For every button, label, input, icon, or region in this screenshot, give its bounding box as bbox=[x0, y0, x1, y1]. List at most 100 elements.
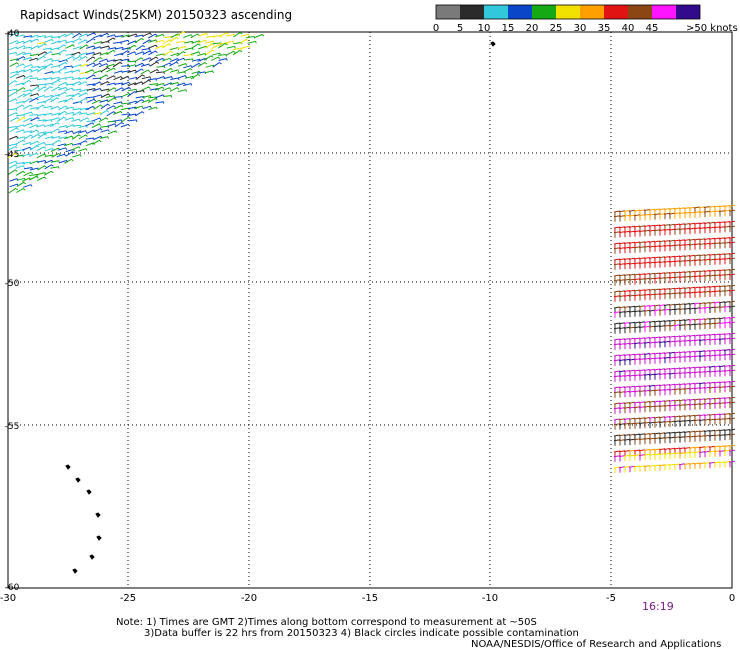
wind-barb bbox=[29, 38, 40, 43]
x-tick-label: -25 bbox=[120, 593, 136, 604]
legend-label: >50 knots bbox=[686, 23, 738, 34]
wind-barb bbox=[233, 32, 243, 38]
wind-barb bbox=[113, 76, 123, 81]
note-line-1: Note: 1) Times are GMT 2)Times along bot… bbox=[116, 617, 537, 628]
wind-barb bbox=[708, 354, 716, 362]
wind-barb bbox=[703, 370, 711, 378]
wind-barb bbox=[64, 65, 73, 69]
wind-barb bbox=[678, 244, 686, 251]
wind-barb bbox=[239, 38, 249, 45]
wind-barb bbox=[728, 369, 736, 377]
wind-barb bbox=[51, 71, 61, 74]
swath-time-label: 16:19 bbox=[642, 600, 674, 613]
legend-label: 35 bbox=[598, 23, 611, 34]
wind-barb bbox=[64, 117, 75, 121]
wind-barb bbox=[693, 371, 701, 378]
wind-barb bbox=[65, 111, 75, 115]
wind-barb bbox=[15, 129, 25, 134]
wind-barb bbox=[99, 110, 110, 116]
wind-barb bbox=[155, 57, 165, 63]
wind-barb bbox=[78, 112, 88, 115]
legend-label: 25 bbox=[550, 23, 563, 34]
wind-barb bbox=[182, 68, 193, 73]
wind-barb bbox=[683, 387, 691, 395]
wind-barb bbox=[718, 306, 726, 313]
wind-barb bbox=[16, 74, 26, 79]
wind-barb bbox=[162, 57, 172, 62]
wind-barb bbox=[71, 92, 81, 98]
wind-barb bbox=[85, 96, 95, 100]
wind-barb bbox=[225, 40, 235, 44]
wind-barb bbox=[718, 450, 726, 457]
wind-barb bbox=[648, 373, 656, 381]
wind-barb bbox=[633, 465, 641, 472]
wind-barb bbox=[107, 130, 118, 135]
wind-barb bbox=[713, 354, 721, 361]
wind-barb bbox=[613, 215, 621, 222]
wind-barb bbox=[72, 55, 82, 61]
wind-barb bbox=[703, 354, 711, 362]
island bbox=[75, 477, 81, 483]
wind-barb bbox=[72, 32, 82, 39]
wind-barb bbox=[121, 64, 131, 68]
wind-barb bbox=[204, 43, 215, 49]
y-tick-label: -55 bbox=[5, 422, 20, 432]
wind-barb bbox=[613, 247, 621, 254]
wind-barb bbox=[663, 212, 671, 220]
wind-barb bbox=[628, 230, 636, 238]
wind-barb bbox=[648, 437, 656, 445]
wind-barb bbox=[658, 229, 666, 236]
wind-barb bbox=[92, 81, 102, 87]
wind-barb bbox=[613, 231, 621, 238]
wind-barb bbox=[628, 214, 636, 222]
x-tick-label: -5 bbox=[606, 593, 616, 604]
wind-barb bbox=[678, 340, 686, 347]
wind-barb bbox=[638, 214, 646, 221]
wind-barb bbox=[648, 245, 656, 253]
wind-barb bbox=[668, 356, 676, 364]
wind-barb bbox=[177, 75, 188, 79]
wind-barb bbox=[663, 452, 671, 460]
wind-barb bbox=[43, 170, 54, 176]
wind-barb bbox=[121, 116, 131, 123]
wind-barb bbox=[197, 62, 208, 68]
wind-barb bbox=[120, 58, 130, 62]
wind-barb bbox=[628, 310, 636, 318]
wind-barb bbox=[618, 263, 626, 270]
wind-barb bbox=[713, 386, 721, 393]
wind-barb bbox=[7, 164, 18, 170]
wind-barb bbox=[708, 450, 716, 458]
wind-barb bbox=[92, 62, 102, 68]
wind-barb bbox=[37, 160, 47, 163]
wind-barb bbox=[668, 340, 676, 348]
wind-barb bbox=[723, 461, 731, 468]
wind-barb bbox=[134, 68, 144, 74]
legend-swatch bbox=[460, 5, 484, 19]
wind-barb bbox=[723, 209, 731, 217]
wind-barb bbox=[169, 47, 180, 51]
wind-barb bbox=[23, 184, 33, 188]
wind-barb bbox=[723, 225, 731, 233]
wind-barb bbox=[648, 309, 656, 317]
wind-barb bbox=[58, 105, 69, 111]
wind-barb bbox=[613, 311, 621, 318]
wind-barb bbox=[663, 292, 671, 300]
wind-barb bbox=[9, 127, 19, 133]
wind-barb bbox=[119, 76, 130, 81]
wind-barb bbox=[668, 292, 676, 300]
wind-barb bbox=[673, 308, 681, 315]
wind-barb bbox=[135, 45, 146, 51]
legend-swatch bbox=[652, 5, 676, 19]
wind-barb bbox=[653, 261, 661, 268]
wind-barb bbox=[93, 127, 103, 133]
wind-barb bbox=[648, 341, 656, 349]
wind-barb bbox=[16, 116, 26, 123]
wind-barb bbox=[653, 325, 661, 332]
wind-barb bbox=[72, 108, 82, 111]
wind-barb bbox=[668, 212, 676, 220]
wind-barb bbox=[78, 55, 88, 61]
wind-barb bbox=[698, 323, 706, 330]
wind-barb bbox=[628, 326, 636, 334]
wind-barb bbox=[106, 87, 117, 93]
wind-barb bbox=[57, 49, 67, 55]
